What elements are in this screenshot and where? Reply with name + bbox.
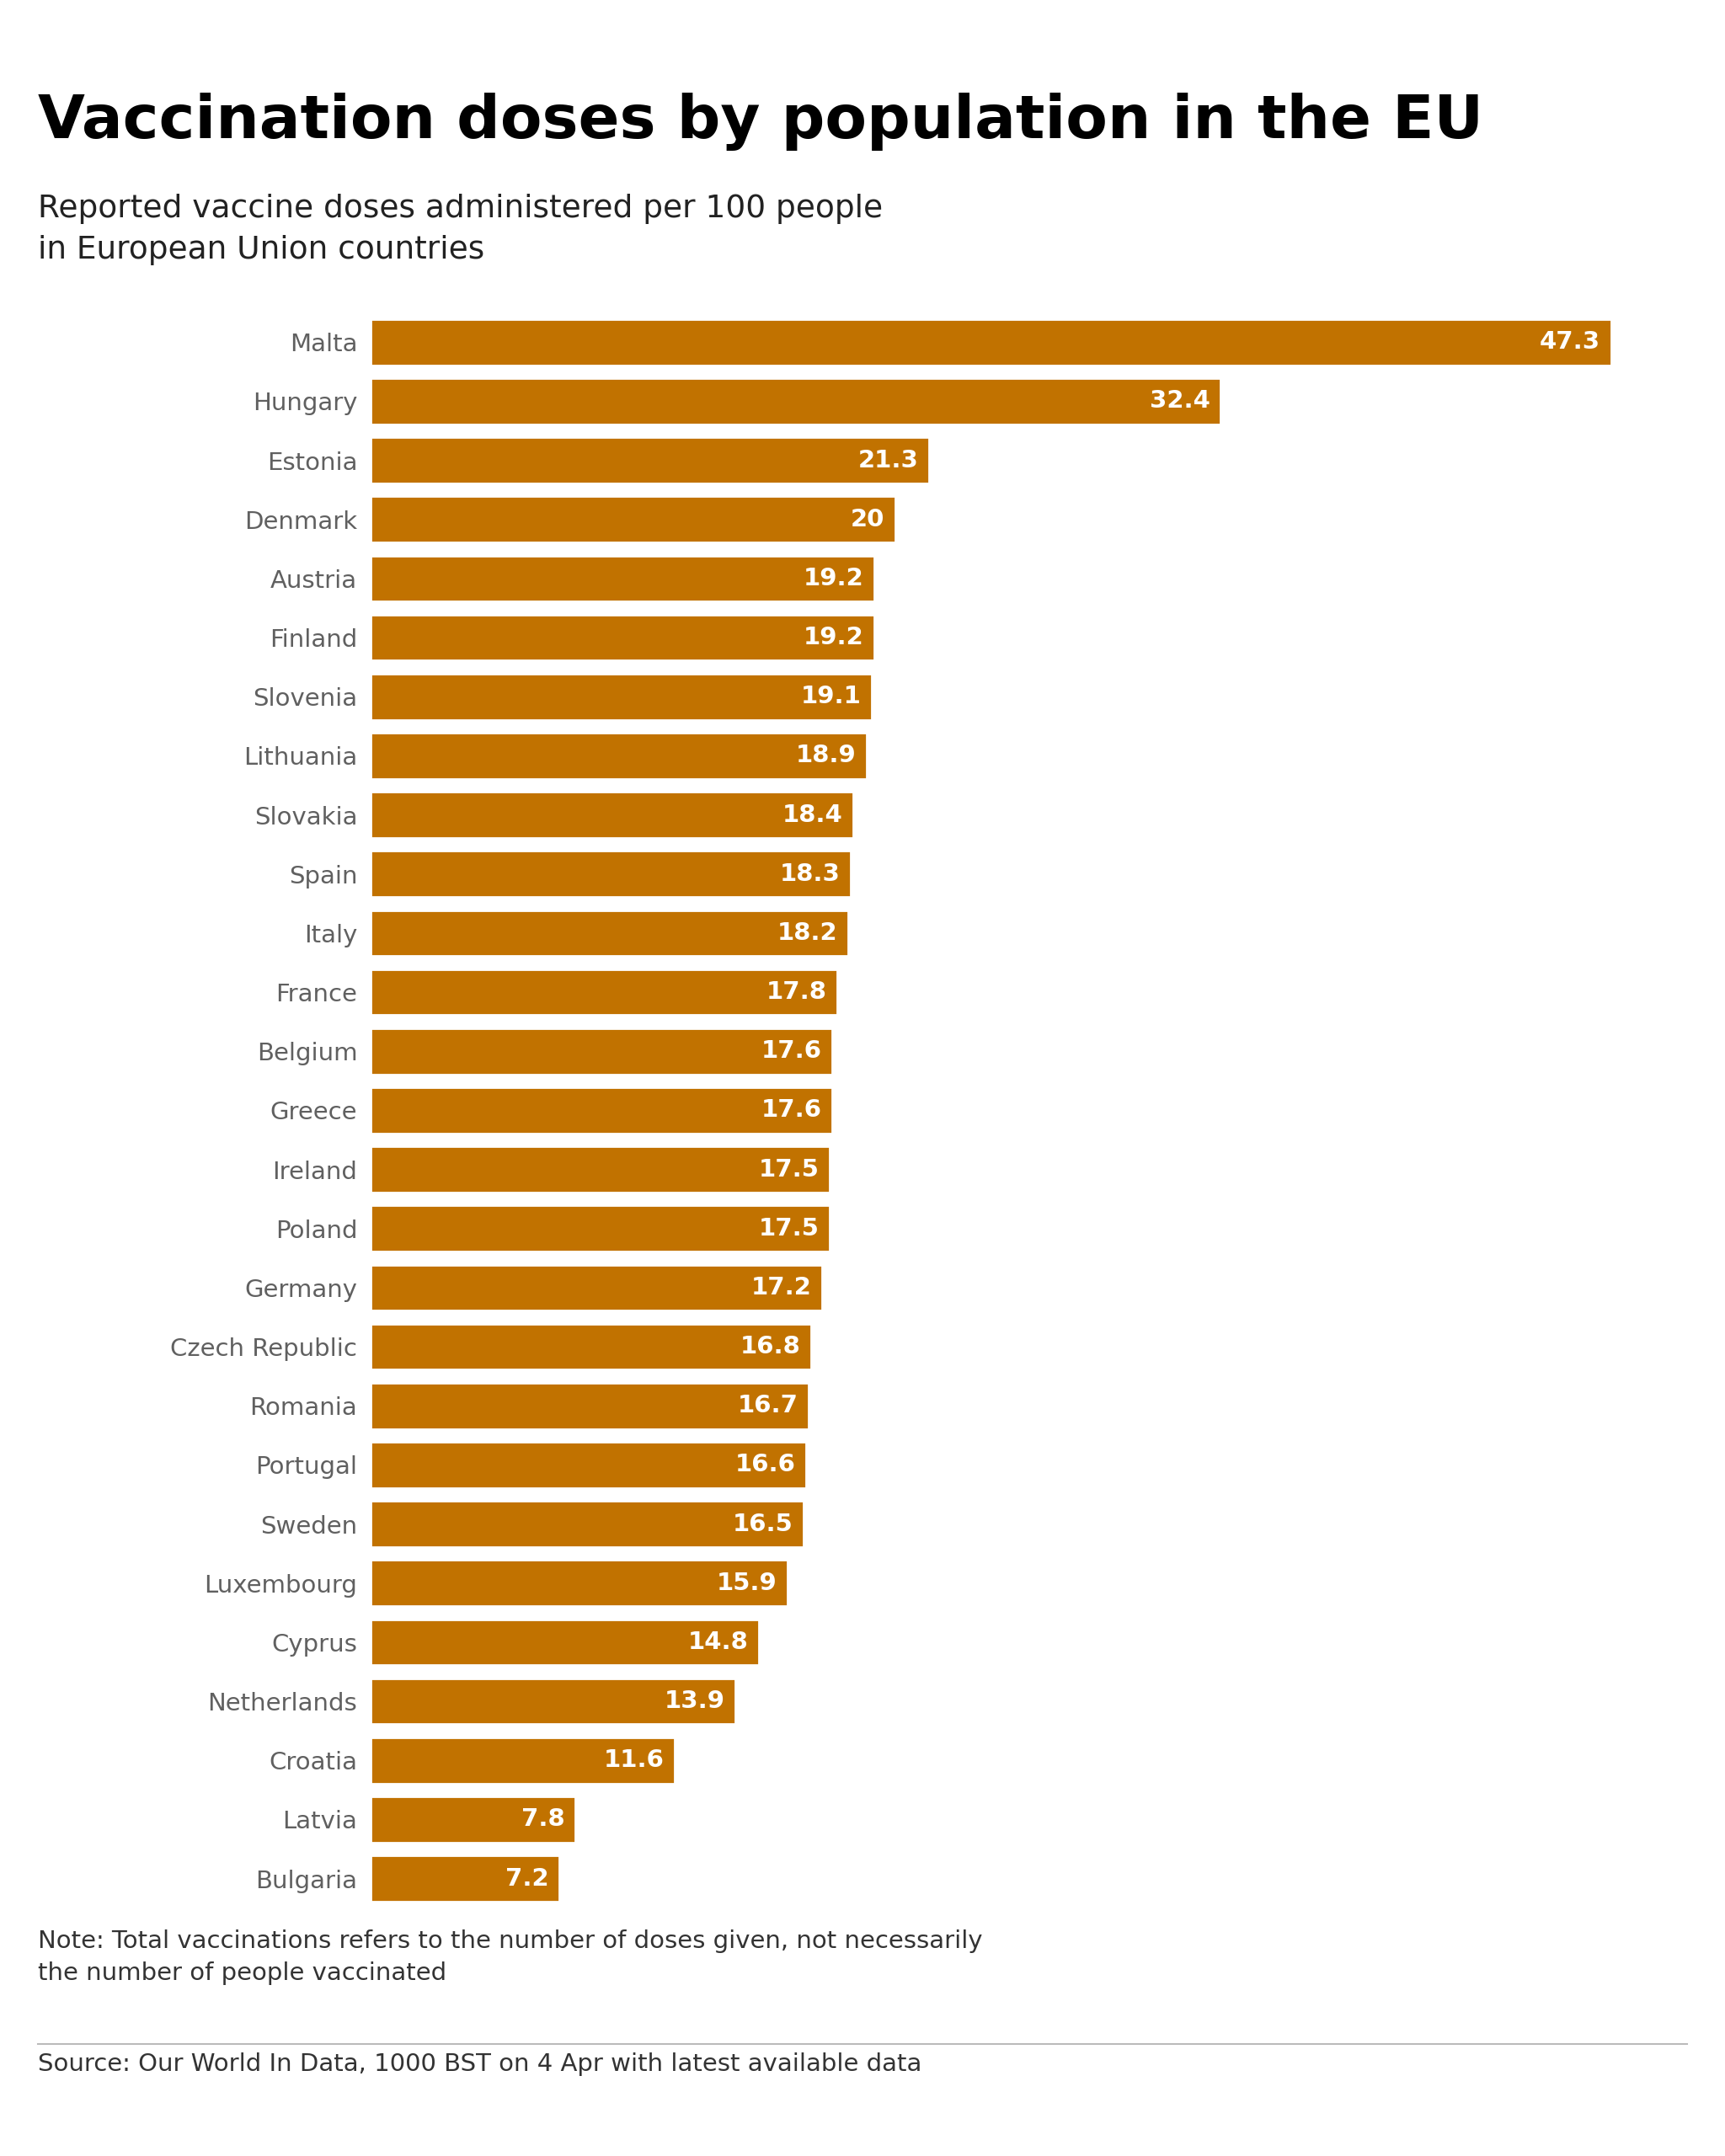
- Bar: [371, 614, 875, 660]
- Bar: [371, 1324, 811, 1369]
- Bar: [371, 1087, 833, 1134]
- Bar: [371, 438, 930, 483]
- Text: 18.4: 18.4: [783, 802, 844, 826]
- Bar: [371, 1738, 674, 1783]
- Bar: [371, 910, 849, 955]
- Text: 7.2: 7.2: [505, 1867, 549, 1891]
- Text: 14.8: 14.8: [688, 1630, 749, 1654]
- Text: 7.8: 7.8: [521, 1807, 564, 1830]
- Text: 11.6: 11.6: [604, 1749, 664, 1772]
- Text: 17.6: 17.6: [761, 1100, 821, 1121]
- Bar: [371, 1266, 821, 1311]
- Text: 21.3: 21.3: [859, 448, 919, 472]
- Text: 17.8: 17.8: [766, 981, 826, 1005]
- Bar: [371, 852, 850, 897]
- Text: 17.2: 17.2: [750, 1276, 811, 1300]
- Bar: [371, 791, 854, 839]
- Text: 32.4: 32.4: [1149, 390, 1209, 414]
- Bar: [371, 1677, 735, 1725]
- Text: Source: Our World In Data, 1000 BST on 4 Apr with latest available data: Source: Our World In Data, 1000 BST on 4…: [38, 2053, 921, 2076]
- Bar: [371, 1561, 788, 1606]
- Bar: [371, 1205, 830, 1253]
- Text: 13.9: 13.9: [664, 1690, 724, 1714]
- Bar: [371, 1382, 809, 1429]
- Text: 16.6: 16.6: [735, 1453, 795, 1477]
- Text: 19.2: 19.2: [804, 567, 864, 591]
- Text: 20: 20: [850, 507, 885, 530]
- Bar: [371, 1796, 576, 1843]
- Text: 18.3: 18.3: [780, 862, 840, 886]
- Text: 16.8: 16.8: [740, 1335, 800, 1358]
- Text: Vaccination doses by population in the EU: Vaccination doses by population in the E…: [38, 93, 1484, 151]
- Text: 16.7: 16.7: [738, 1395, 799, 1419]
- Bar: [371, 1856, 559, 1902]
- Bar: [371, 1442, 806, 1488]
- Bar: [371, 496, 895, 543]
- Bar: [371, 1028, 833, 1074]
- Text: 19.2: 19.2: [804, 625, 864, 649]
- Bar: [371, 556, 875, 602]
- Text: 19.1: 19.1: [800, 686, 861, 709]
- Text: Note: Total vaccinations refers to the number of doses given, not necessarily
th: Note: Total vaccinations refers to the n…: [38, 1930, 983, 1986]
- Text: Reported vaccine doses administered per 100 people
in European Union countries: Reported vaccine doses administered per …: [38, 194, 883, 265]
- Bar: [371, 733, 866, 778]
- Bar: [371, 673, 871, 720]
- Text: BBC: BBC: [1577, 2083, 1646, 2113]
- Text: 18.2: 18.2: [778, 921, 838, 944]
- Bar: [371, 1501, 804, 1548]
- Bar: [371, 968, 838, 1015]
- Bar: [371, 1147, 830, 1192]
- Text: 18.9: 18.9: [795, 744, 856, 768]
- Text: 17.5: 17.5: [759, 1216, 819, 1240]
- Text: 17.6: 17.6: [761, 1039, 821, 1063]
- Bar: [371, 1619, 759, 1664]
- Text: 15.9: 15.9: [718, 1572, 778, 1595]
- Text: 17.5: 17.5: [759, 1158, 819, 1181]
- Bar: [371, 319, 1611, 364]
- Bar: [371, 377, 1220, 425]
- Text: 47.3: 47.3: [1540, 330, 1601, 354]
- Text: 16.5: 16.5: [733, 1511, 794, 1535]
